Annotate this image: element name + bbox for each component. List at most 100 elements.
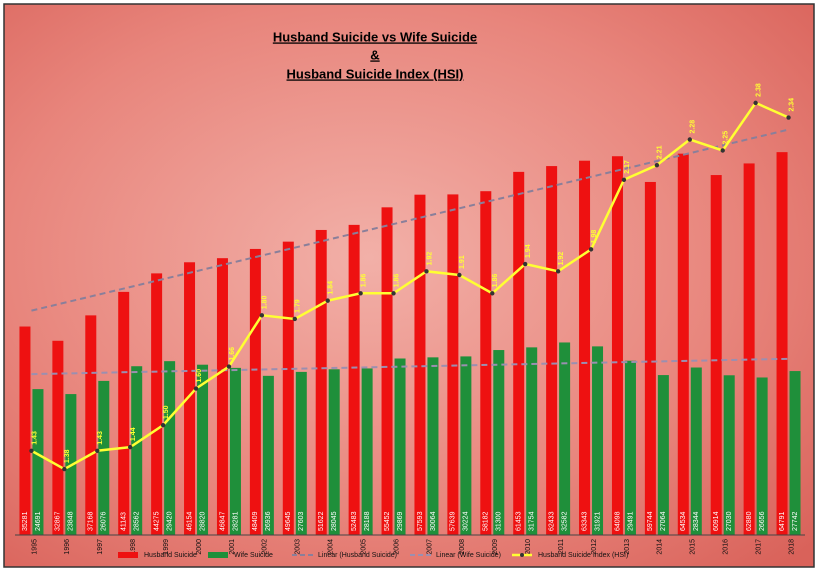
- hsi-value-label: 1.66: [229, 347, 236, 361]
- bar: [611, 156, 623, 536]
- legend-label: Husband Suicide Index (HSI): [538, 552, 628, 559]
- x-tick-label: 2010: [525, 539, 532, 555]
- bar-value-label: 61453: [516, 511, 523, 531]
- bar-value-label: 49645: [285, 511, 292, 531]
- bar-value-label: 27064: [660, 511, 667, 531]
- bar: [480, 191, 492, 535]
- bar: [315, 229, 327, 535]
- hsi-point: [259, 313, 265, 318]
- bar-value-label: 52483: [351, 511, 358, 531]
- bar: [579, 160, 591, 536]
- bar: [85, 315, 97, 535]
- hsi-point: [193, 386, 199, 391]
- bar: [197, 364, 209, 535]
- hsi-line: [30, 101, 790, 471]
- hsi-point: [687, 137, 692, 142]
- hsi-value-label: 2.21: [657, 145, 664, 159]
- chart-title: Husband Suicide Index (HSI): [287, 66, 464, 81]
- x-tick-label: 2016: [723, 539, 730, 555]
- bar-value-label: 24691: [35, 511, 42, 531]
- hsi-point: [490, 291, 495, 296]
- hsi-point: [29, 448, 34, 453]
- bar-value-label: 62880: [746, 511, 753, 531]
- bar-value-label: 57593: [417, 511, 424, 531]
- hsi-value-label: 1.38: [64, 449, 71, 463]
- bar: [381, 207, 393, 535]
- bar: [756, 377, 768, 535]
- bar: [32, 389, 44, 535]
- bar-value-label: 26936: [265, 511, 272, 531]
- bar-value-label: 31921: [594, 511, 601, 531]
- hsi-value-label: 2.38: [755, 83, 762, 97]
- bar-value-label: 28562: [134, 511, 141, 531]
- hsi-value-label: 2.17: [624, 160, 631, 174]
- bar-value-label: 31754: [529, 511, 536, 531]
- hsi-value-label: 2.34: [788, 98, 795, 112]
- hsi-value-label: 1.92: [558, 252, 565, 266]
- x-tick-label: 1996: [64, 539, 71, 555]
- bar: [723, 375, 735, 535]
- legend-swatch: [520, 553, 524, 557]
- legend-swatch: [118, 552, 138, 558]
- x-tick-label: 2014: [657, 539, 664, 555]
- bar-value-label: 64791: [779, 511, 786, 531]
- bar-value-label: 28344: [693, 511, 700, 531]
- x-tick-label: 2008: [459, 539, 466, 555]
- hsi-point: [588, 247, 594, 252]
- bar: [657, 375, 669, 535]
- bar: [131, 366, 143, 535]
- bar: [690, 367, 702, 535]
- bar-value-label: 27030: [726, 511, 733, 531]
- x-tick-label: 2015: [690, 539, 697, 555]
- hsi-point: [424, 269, 429, 274]
- bar-value-label: 58182: [483, 511, 490, 531]
- chart-title: Husband Suicide vs Wife Suicide: [273, 29, 477, 44]
- hsi-value-label: 1.86: [360, 274, 367, 288]
- hsi-point: [391, 291, 396, 296]
- bar: [361, 368, 373, 535]
- x-tick-label: 2004: [328, 539, 335, 555]
- bar-value-label: 32867: [55, 511, 62, 531]
- x-tick-label: 2007: [426, 539, 433, 555]
- x-tick-label: 2006: [393, 539, 400, 555]
- hsi-point: [160, 422, 166, 428]
- bar: [414, 194, 426, 535]
- bar-value-label: 32582: [561, 511, 568, 531]
- bar: [118, 291, 130, 535]
- hsi-point: [226, 364, 232, 369]
- hsi-value-label: 2.28: [690, 120, 697, 134]
- trendline: [31, 357, 789, 376]
- x-tick-label: 2000: [196, 539, 203, 555]
- bar: [526, 347, 538, 535]
- bar-value-label: 37168: [88, 511, 95, 531]
- x-tick-label: 1995: [31, 539, 38, 555]
- hsi-point: [720, 148, 725, 153]
- hsi-point: [62, 466, 67, 472]
- x-tick-label: 1998: [130, 539, 137, 555]
- bar-value-label: 35281: [22, 511, 29, 531]
- x-tick-label: 2005: [360, 539, 367, 555]
- bar-value-label: 30224: [463, 511, 470, 531]
- legend-label: Husband Suicide: [144, 552, 197, 559]
- hsi-point: [457, 272, 462, 278]
- bar-value-label: 46847: [219, 511, 226, 531]
- bar: [328, 369, 340, 535]
- bar: [789, 371, 801, 535]
- bar-value-label: 64098: [614, 511, 621, 531]
- bar-value-label: 31300: [496, 511, 503, 531]
- bar: [592, 346, 604, 535]
- hsi-point: [555, 269, 561, 274]
- bar: [776, 152, 788, 535]
- bar-value-label: 29869: [397, 511, 404, 531]
- bar-value-label: 59744: [647, 511, 654, 531]
- x-tick-label: 2017: [755, 539, 762, 555]
- bar-value-label: 28045: [331, 511, 338, 531]
- bar: [164, 361, 176, 535]
- x-tick-label: 1999: [163, 539, 170, 555]
- hsi-value-label: 2.25: [723, 131, 730, 145]
- bar: [710, 175, 722, 535]
- bar: [151, 273, 163, 535]
- hsi-point: [621, 177, 627, 182]
- x-tick-label: 2012: [591, 539, 598, 555]
